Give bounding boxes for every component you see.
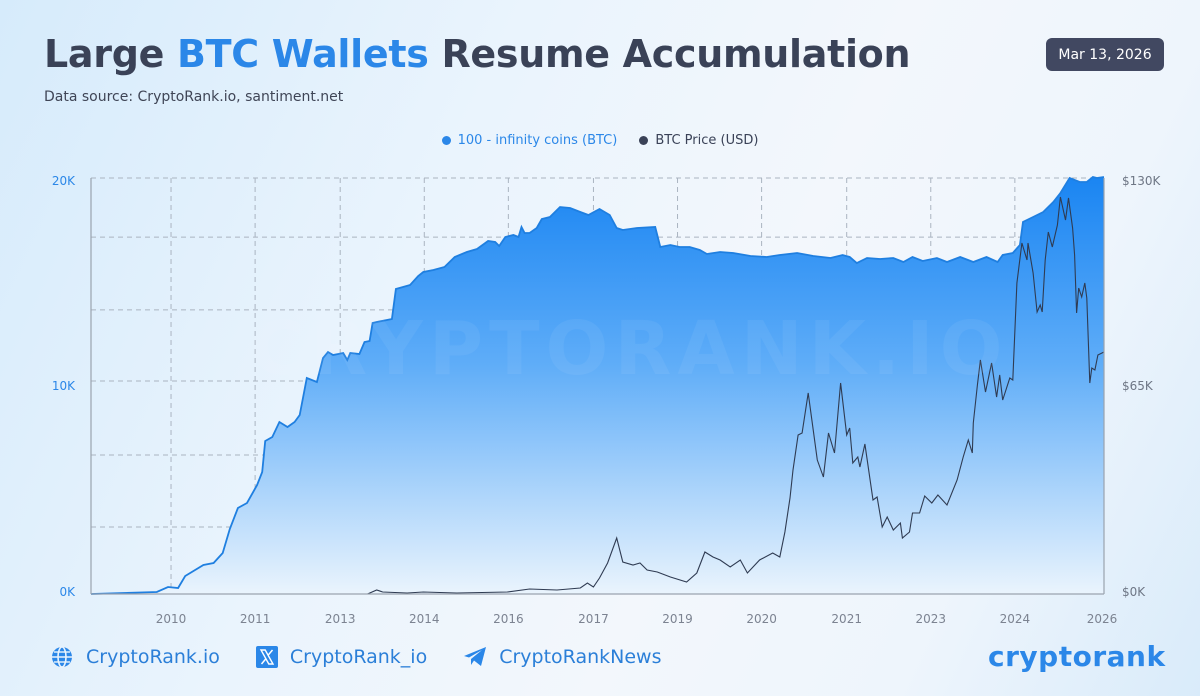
chart-axes <box>90 178 1105 595</box>
right-y-axis-labels: $0K $65K $130K <box>1122 174 1162 599</box>
x-axis-tick: 2021 <box>831 612 862 626</box>
wallets-area <box>91 177 1104 594</box>
legend-dot-price-icon <box>639 136 649 145</box>
x-axis-tick: 2023 <box>916 612 947 626</box>
globe-icon <box>52 646 72 668</box>
title-suffix: Resume Accumulation <box>428 32 911 76</box>
x-axis-tick: 2026 <box>1087 612 1118 626</box>
left-axis-tick: 10K <box>52 379 76 393</box>
footer-links: CryptoRank.io CryptoRank_io CryptoRankNe… <box>50 645 662 669</box>
x-axis-labels: 2010 2011 2013 2014 2016 2017 2019 2020 2021 2023… <box>156 612 1117 626</box>
btc-price-line <box>367 196 1105 595</box>
x-axis-tick: 2017 <box>578 612 609 626</box>
x-axis-tick: 2020 <box>746 612 777 626</box>
x-axis-tick: 2024 <box>1000 612 1031 626</box>
x-axis-tick: 2014 <box>409 612 440 626</box>
x-axis-tick: 2019 <box>662 612 693 626</box>
x-axis-tick: 2011 <box>240 612 271 626</box>
legend-item-price[interactable]: BTC Price (USD) <box>639 133 758 148</box>
date-badge: Mar 13, 2026 <box>1046 38 1164 71</box>
chart-legend: 100 - infinity coins (BTC) BTC Price (US… <box>0 133 1200 148</box>
data-source: Data source: CryptoRank.io, santiment.ne… <box>44 89 344 105</box>
wallets-line <box>90 176 1105 595</box>
right-axis-tick: $0K <box>1122 585 1146 599</box>
legend-label-price: BTC Price (USD) <box>655 133 759 148</box>
right-axis-tick: $65K <box>1122 379 1154 393</box>
page-title: Large BTC Wallets Resume Accumulation <box>44 32 911 76</box>
title-accent: BTC Wallets <box>177 32 429 76</box>
left-y-axis-labels: 0K 10K 20K <box>52 174 76 599</box>
legend-item-wallets[interactable]: 100 - infinity coins (BTC) <box>441 133 618 148</box>
right-axis-tick: $130K <box>1122 174 1162 188</box>
left-axis-tick: 20K <box>52 174 76 188</box>
footer-link-telegram[interactable]: CryptoRankNews <box>463 646 662 668</box>
legend-label-wallets: 100 - infinity coins (BTC) <box>457 133 618 148</box>
x-axis-tick: 2013 <box>325 612 356 626</box>
left-axis-tick: 0K <box>59 585 76 599</box>
telegram-icon <box>464 647 487 666</box>
x-logo-icon <box>255 646 278 668</box>
footer-x-label: CryptoRank_io <box>289 646 428 668</box>
title-prefix: Large <box>44 32 177 76</box>
x-axis-tick: 2016 <box>493 612 524 626</box>
cryptorank-logo[interactable]: cryptorank <box>988 640 1166 673</box>
footer-link-website[interactable]: CryptoRank.io <box>50 645 220 669</box>
footer-website-label: CryptoRank.io <box>86 646 220 668</box>
legend-dot-wallets-icon <box>441 136 451 145</box>
footer-link-x[interactable]: CryptoRank_io <box>255 646 428 668</box>
footer-telegram-label: CryptoRankNews <box>499 646 662 668</box>
x-axis-tick: 2010 <box>156 612 187 626</box>
